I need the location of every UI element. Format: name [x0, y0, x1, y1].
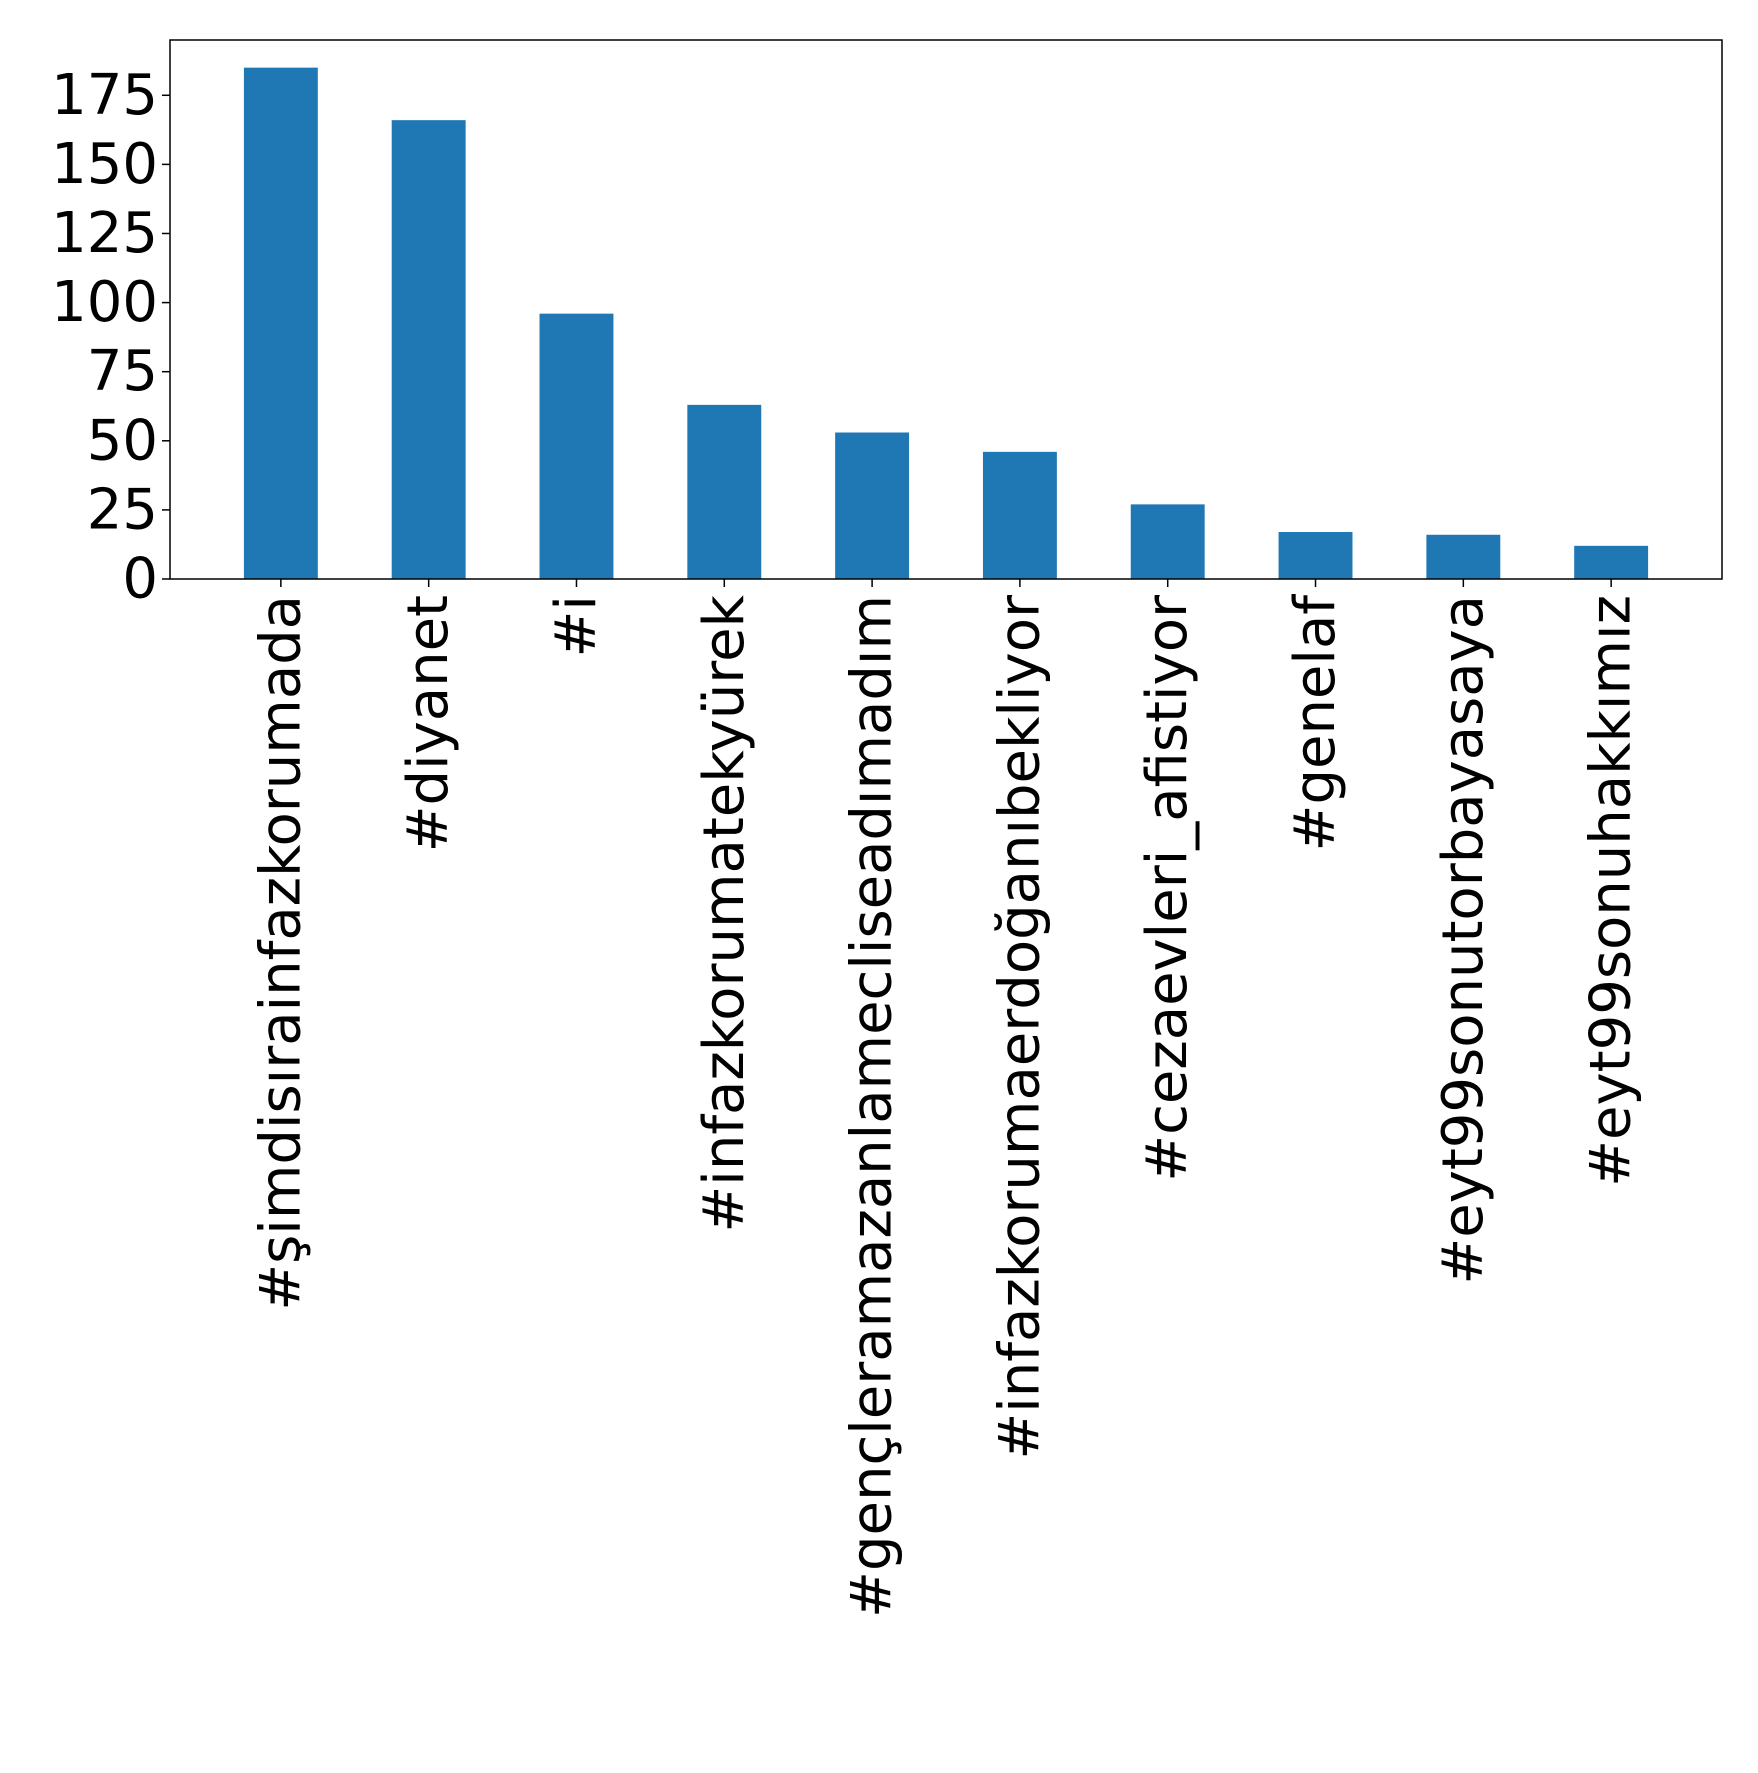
bar-0 [243, 67, 318, 580]
x-tick-label-7: #genelaf [1283, 594, 1348, 852]
bar-8 [1426, 534, 1501, 579]
bar-6 [1130, 504, 1205, 579]
x-tick-label-4: #gençleramazanlamecliseadımadım [840, 595, 905, 1618]
x-axis: #şimdisırainfazkorumada #diyanet #i #infazk… [248, 579, 1644, 1618]
x-tick-label-9: #eyt99sonuhakkımız [1579, 595, 1644, 1187]
y-tick-label-2: 50 [87, 408, 158, 473]
y-tick-label-4: 100 [51, 270, 158, 335]
x-tick-label-8: #eyt99sonutorbayasaya [1431, 595, 1496, 1285]
bar-5 [982, 451, 1057, 579]
plot-frame [169, 39, 1723, 580]
bar-2 [539, 313, 614, 579]
y-tick-label-6: 150 [51, 132, 158, 197]
x-tick-label-6: #cezaevleri_afistiyor [1135, 594, 1200, 1182]
x-tick-label-2: #i [544, 595, 609, 657]
bar-7 [1278, 532, 1353, 579]
x-tick-label-0: #şimdisırainfazkorumada [248, 595, 313, 1311]
bars-layer [243, 67, 1649, 580]
bar-9 [1574, 545, 1649, 579]
bar-1 [391, 120, 466, 580]
bar-4 [835, 432, 910, 579]
y-tick-label-7: 175 [51, 63, 158, 128]
bar-3 [687, 404, 762, 579]
x-tick-label-5: #infazkorumaerdoğanıbekliyor [987, 594, 1052, 1460]
y-tick-label-1: 25 [87, 477, 158, 542]
x-tick-label-3: #infazkorumatekyürek [692, 594, 757, 1232]
x-tick-label-1: #diyanet [396, 595, 461, 852]
y-tick-label-5: 125 [51, 201, 158, 266]
y-tick-label-0: 0 [122, 547, 158, 612]
y-tick-label-3: 75 [87, 339, 158, 404]
